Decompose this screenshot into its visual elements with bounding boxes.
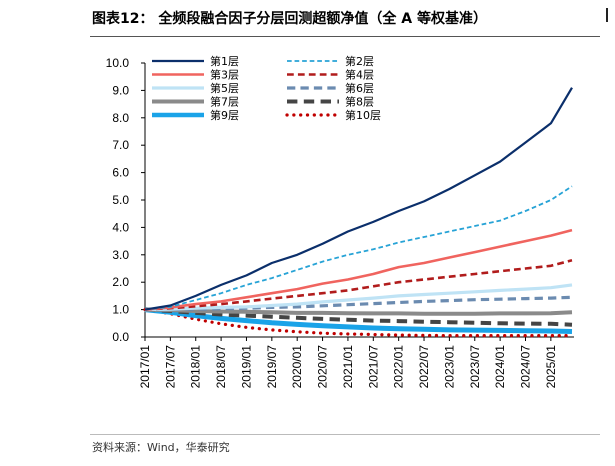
y-tick-label: 6.0 [112, 166, 129, 180]
series-line-9 [144, 307, 573, 334]
x-tick-label: 2020/07 [316, 345, 330, 389]
legend-label-8: 第8层 [345, 95, 374, 109]
legend-label-5: 第5层 [210, 81, 239, 95]
y-tick-label: 9.0 [112, 83, 129, 97]
legend-label-4: 第4层 [345, 68, 374, 82]
cut-off-marker [606, 8, 614, 22]
series-line-7 [144, 307, 573, 316]
legend-label-2: 第2层 [345, 54, 374, 68]
x-tick-label: 2022/01 [392, 345, 406, 389]
x-tick-label: 2018/01 [189, 345, 203, 389]
chart-title: 图表12： 全频段融合因子分层回测超额净值（全 A 等权基准） [92, 11, 487, 27]
series-line-5 [144, 283, 573, 312]
series-line-10 [143, 308, 574, 338]
legend-label-6: 第6层 [345, 81, 374, 95]
y-tick-label: 3.0 [112, 248, 129, 262]
y-tick-label: 1.0 [112, 303, 129, 317]
x-tick-label: 2019/07 [265, 345, 279, 389]
x-tick-label: 2023/07 [468, 345, 482, 389]
source-note: 资料来源：Wind，华泰研究 [92, 441, 230, 454]
x-tick-label: 2021/07 [366, 345, 380, 389]
title-rule [90, 36, 600, 37]
x-tick-label: 2019/01 [239, 345, 253, 389]
x-tick-label: 2017/01 [138, 345, 152, 389]
y-tick-label: 2.0 [112, 275, 129, 289]
x-tick-label: 2025/01 [544, 345, 558, 389]
series-line-4 [144, 259, 573, 311]
y-tick-label: 7.0 [112, 138, 129, 152]
x-tick-label: 2021/01 [341, 345, 355, 389]
x-tick-label: 2020/01 [290, 345, 304, 389]
legend-label-7: 第7层 [210, 95, 239, 109]
series-line-3 [144, 228, 573, 311]
x-tick-label: 2024/07 [518, 345, 532, 389]
legend-label-9: 第9层 [210, 108, 239, 122]
x-tick-label: 2024/01 [493, 345, 507, 389]
series-line-8 [144, 307, 573, 327]
legend-label-10: 第10层 [345, 108, 381, 122]
series-line-1 [144, 87, 573, 311]
y-tick-label: 0.0 [112, 330, 129, 344]
y-tick-label: 4.0 [112, 220, 129, 234]
x-tick-label: 2017/07 [163, 345, 177, 389]
x-tick-label: 2022/07 [417, 345, 431, 389]
x-tick-label: 2023/01 [442, 345, 456, 389]
x-tick-label: 2018/07 [214, 345, 228, 389]
series-line-2 [144, 185, 573, 311]
legend-label-3: 第3层 [210, 68, 239, 82]
legend-label-1: 第1层 [210, 54, 239, 68]
y-tick-label: 10.0 [106, 56, 130, 70]
y-tick-label: 8.0 [112, 111, 129, 125]
y-tick-label: 5.0 [112, 193, 129, 207]
footer-rule [90, 434, 600, 435]
